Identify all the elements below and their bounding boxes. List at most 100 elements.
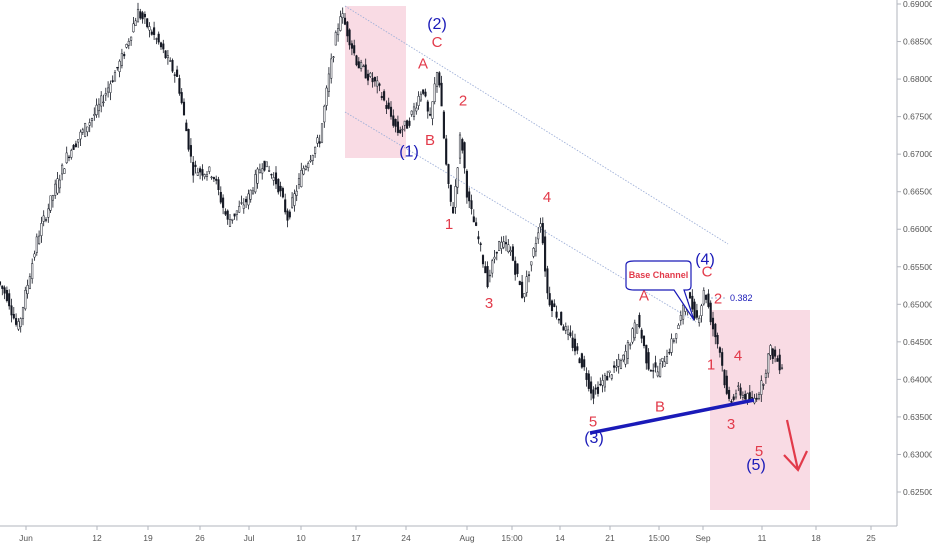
candle (415, 102, 418, 115)
y-tick-label: 0.68000 (903, 74, 932, 84)
candle (452, 201, 455, 214)
candle (311, 154, 314, 165)
candle (778, 348, 781, 375)
candle (601, 374, 604, 393)
candle (238, 200, 241, 213)
candle (120, 48, 123, 69)
candle (369, 71, 372, 78)
candle (242, 198, 245, 214)
candle (677, 323, 680, 330)
candle (364, 58, 367, 79)
candle (61, 163, 64, 181)
candle (265, 161, 268, 168)
candle (486, 261, 489, 289)
candle (472, 209, 475, 223)
candle (72, 144, 75, 150)
candle (295, 185, 298, 202)
candle (139, 8, 142, 20)
candle (702, 287, 705, 306)
candle (728, 386, 731, 402)
candle (624, 344, 627, 368)
candle (760, 375, 763, 402)
candle (90, 117, 94, 128)
candle (461, 137, 464, 154)
fib-382-label: 0.382 (730, 293, 753, 303)
candle (102, 94, 105, 107)
candle (521, 275, 524, 299)
candle (194, 160, 197, 174)
x-tick-label: 12 (92, 533, 102, 543)
candle (610, 373, 613, 381)
candle (125, 43, 128, 49)
candle (162, 39, 165, 54)
base-channel-callout: Base Channel (625, 260, 695, 321)
candle (272, 172, 275, 186)
candle (376, 76, 379, 94)
x-tick-label: Aug (459, 533, 474, 543)
candle (182, 98, 186, 116)
y-tick-label: 0.64000 (903, 374, 932, 384)
candle (769, 344, 772, 360)
candle (419, 91, 422, 102)
candle (532, 247, 535, 259)
candle (339, 10, 342, 32)
candle (42, 210, 45, 227)
candle (523, 293, 526, 303)
candle (387, 97, 390, 110)
candle (77, 139, 80, 148)
candle (711, 311, 715, 337)
candle (8, 289, 11, 310)
candle (557, 318, 560, 324)
candle (199, 166, 202, 180)
candle (688, 291, 692, 299)
candle (189, 138, 192, 163)
candle (215, 175, 218, 185)
candle (576, 342, 579, 355)
candle (638, 312, 641, 329)
wave-label-minor: 5 (755, 443, 763, 460)
candle (130, 36, 133, 46)
candle (21, 306, 25, 326)
candle (360, 59, 363, 72)
candle (104, 87, 107, 101)
candle (107, 81, 110, 98)
candle (716, 332, 719, 349)
candle (268, 165, 271, 172)
y-tick-label: 0.66500 (903, 187, 932, 197)
candle (652, 363, 655, 379)
x-tick-label: Jul (244, 533, 255, 543)
candle (668, 348, 671, 355)
candle (318, 134, 321, 148)
candle (553, 299, 556, 308)
wave-label-minor: 1 (707, 357, 715, 374)
candle (534, 236, 537, 257)
candle (426, 99, 429, 119)
candle (300, 162, 303, 188)
candle (475, 217, 478, 227)
candle (169, 57, 172, 62)
x-axis-ticks: Jun 12 19 26 Jul 10 17 24 Aug 15:00 14 21 15:00 Sep 11… (19, 526, 876, 543)
candle (438, 71, 441, 88)
x-tick-label: 15:00 (501, 533, 523, 543)
candle (780, 364, 784, 370)
candle (19, 317, 22, 333)
candle (647, 348, 650, 371)
candle (642, 335, 646, 349)
candle (458, 132, 462, 165)
candle (714, 322, 717, 345)
candle (431, 101, 434, 126)
candle (74, 140, 77, 148)
candle (705, 294, 708, 304)
candle (764, 369, 767, 384)
candle (663, 355, 666, 367)
candle (741, 391, 744, 401)
wave-label-minor: 3 (485, 295, 493, 312)
candle (70, 148, 73, 160)
candle (219, 186, 222, 205)
candle (626, 340, 629, 365)
candle (355, 54, 358, 67)
candle (617, 353, 620, 374)
candle (707, 289, 710, 309)
candle (208, 166, 211, 175)
